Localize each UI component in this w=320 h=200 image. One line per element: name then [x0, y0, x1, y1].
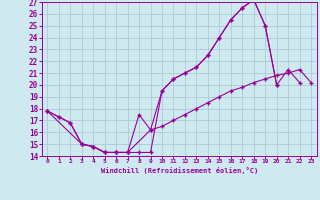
X-axis label: Windchill (Refroidissement éolien,°C): Windchill (Refroidissement éolien,°C)	[100, 167, 258, 174]
